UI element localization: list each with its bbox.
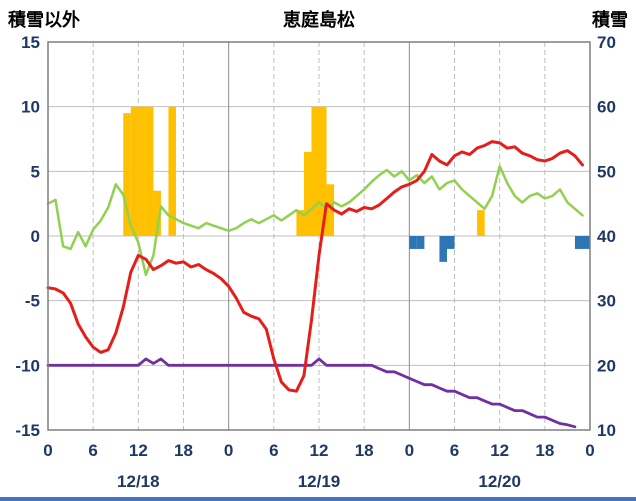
blue-bar-series	[409, 236, 590, 262]
chart-title: 恵庭島松	[283, 10, 355, 30]
svg-text:5: 5	[31, 162, 40, 181]
svg-text:70: 70	[597, 33, 616, 52]
purple-line-series	[46, 357, 577, 429]
svg-text:30: 30	[597, 292, 616, 311]
svg-text:50: 50	[597, 162, 616, 181]
svg-text:10: 10	[21, 98, 40, 117]
svg-text:40: 40	[597, 227, 616, 246]
left-axis-title: 積雪以外	[8, 10, 80, 30]
chart-header: 積雪以外 恵庭島松 積雪	[0, 0, 636, 32]
svg-text:60: 60	[597, 98, 616, 117]
svg-text:0: 0	[43, 441, 52, 460]
svg-text:10: 10	[597, 421, 616, 440]
svg-text:18: 18	[535, 441, 554, 460]
svg-text:12/18: 12/18	[117, 472, 160, 491]
svg-text:-5: -5	[25, 292, 40, 311]
red-line-series	[46, 140, 584, 393]
svg-text:0: 0	[405, 441, 414, 460]
orange-bar-series	[123, 106, 485, 237]
svg-text:0: 0	[31, 227, 40, 246]
svg-text:6: 6	[450, 441, 459, 460]
svg-text:-10: -10	[15, 356, 40, 375]
svg-text:0: 0	[224, 441, 233, 460]
svg-text:18: 18	[355, 441, 374, 460]
svg-text:-15: -15	[15, 421, 40, 440]
svg-text:6: 6	[88, 441, 97, 460]
svg-text:12: 12	[490, 441, 509, 460]
svg-text:18: 18	[174, 441, 193, 460]
svg-text:0: 0	[585, 441, 594, 460]
svg-text:12/19: 12/19	[298, 472, 341, 491]
svg-text:15: 15	[21, 33, 40, 52]
svg-text:12: 12	[129, 441, 148, 460]
svg-text:20: 20	[597, 356, 616, 375]
svg-text:12/20: 12/20	[478, 472, 521, 491]
plot-border	[47, 41, 591, 431]
bottom-border	[0, 497, 636, 501]
green-line-series	[46, 164, 584, 277]
svg-text:12: 12	[310, 441, 329, 460]
right-axis-title: 積雪	[592, 10, 628, 30]
svg-text:6: 6	[269, 441, 278, 460]
